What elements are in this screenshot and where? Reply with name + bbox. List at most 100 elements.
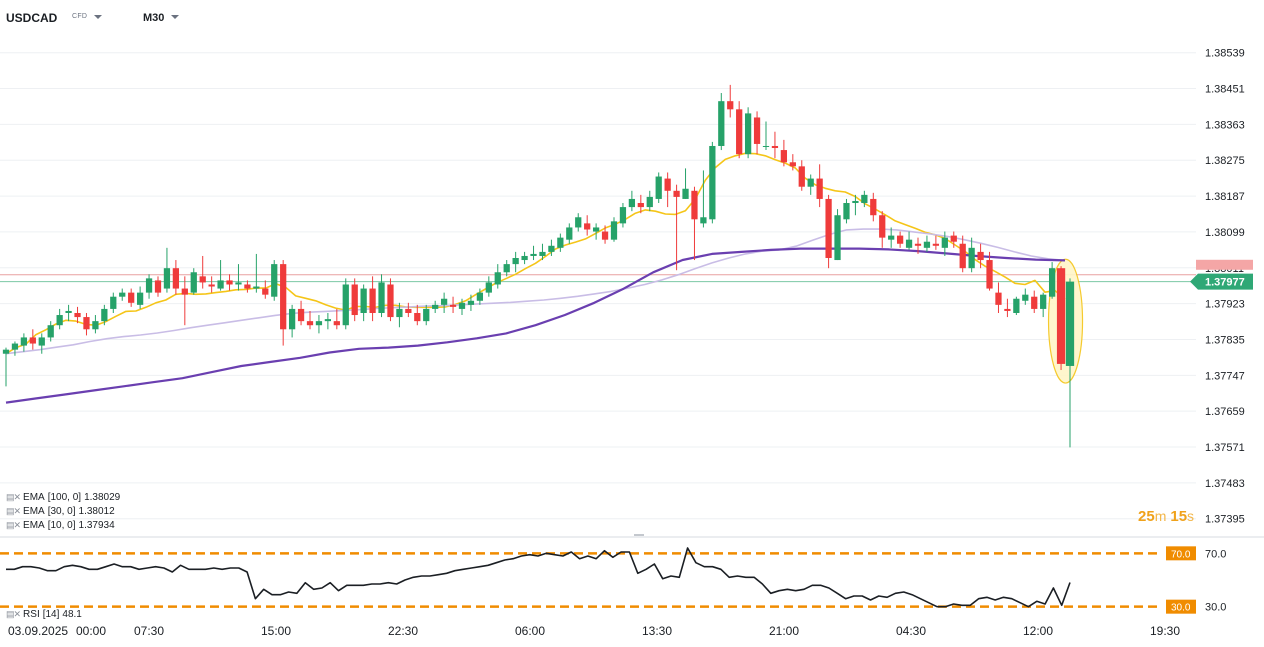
candle-body [816,178,823,199]
timeframe-dropdown-icon[interactable] [171,15,179,19]
candle [1048,262,1056,299]
timer-seconds: 15 [1170,508,1188,525]
candle-body [1065,281,1075,366]
legend-rsi-name: RSI [23,609,40,620]
candle-body [414,312,421,322]
candle-body [2,349,10,354]
candle-body [494,272,501,285]
candle-body [1004,308,1011,311]
candle [244,280,251,293]
candle [780,139,788,167]
candle-body [342,284,349,326]
candle [825,194,832,269]
candle-body [637,203,644,208]
candle [458,298,466,316]
indicator-settings-icon[interactable]: ▤✕ [6,520,21,530]
candle-body [923,241,931,248]
candle [172,260,180,295]
candle-body [628,198,636,208]
candle [950,231,957,248]
candle [145,274,153,299]
legend-rsi-params: [14] [42,609,60,620]
candle [467,294,475,311]
price-axis-tick-label: 1.37835 [1205,334,1245,346]
candle [932,235,940,250]
candle-body [145,278,153,293]
candle-body [619,207,627,224]
candle-countdown-timer: 25m 15s [1138,508,1198,525]
candle [1013,296,1020,316]
candle [20,333,28,352]
candle [253,253,260,293]
legend-rsi[interactable]: ▤✕ RSI [14] 48.1 [6,609,82,620]
candle-body [405,308,412,313]
candle-body [834,215,841,261]
candle [771,131,779,159]
candle [110,292,117,313]
legend-ema30[interactable]: ▤✕ EMA [30, 0] 1.38012 [6,506,115,517]
timeframe-label[interactable]: M30 [143,12,165,24]
legend-ema30-value: 1.38012 [78,506,115,517]
candle [888,227,895,248]
legend-ema30-params: [30, 0] [47,506,76,517]
candle [995,282,1002,313]
candle [128,288,135,307]
symbol-label[interactable]: USDCAD [6,11,58,25]
candle-body [1040,294,1047,309]
candle-body [870,198,877,216]
candle [548,239,555,256]
candle-body [128,292,135,303]
symbol-dropdown-icon[interactable] [94,15,102,19]
indicator-settings-icon[interactable]: ▤✕ [6,506,21,516]
indicator-settings-icon[interactable]: ▤✕ [6,609,21,619]
candle [119,288,126,301]
candle-body [136,292,144,305]
candle [181,276,188,326]
indicator-settings-icon[interactable]: ▤✕ [6,492,21,502]
candle [65,304,72,322]
candle-body [38,337,45,346]
candle-body [798,166,805,187]
legend-ema10-params: [10, 0] [47,520,76,531]
ema100-line [5,247,1066,404]
candle-body [548,245,555,252]
symbol-type-label: CFD [72,13,88,20]
candle-body [941,237,948,248]
candle [1040,292,1047,318]
candle-body [932,243,940,246]
price-axis-tick-label: 1.37395 [1205,514,1245,526]
candle [315,315,323,334]
time-axis-tick-label: 12:00 [1023,624,1053,638]
candle [360,284,367,322]
candle-body [950,235,957,242]
candle-body [101,308,108,322]
candle [986,251,993,291]
legend-ema100[interactable]: ▤✕ EMA [100, 0] 1.38029 [6,492,120,503]
candle-body [485,282,492,293]
candle-body [315,321,323,326]
candle [655,172,662,204]
rsi-lower-level-tag-label: 30.0 [1171,603,1191,614]
candle [378,274,385,318]
candle-body [369,288,376,313]
candle [190,268,197,295]
candle [852,194,859,216]
candle [2,347,10,387]
candle [11,341,19,356]
candle-body [1013,298,1020,313]
candle-body [888,235,895,240]
candle-body [762,145,770,147]
candle-body [521,255,528,261]
candle [83,312,90,336]
candle [646,190,653,212]
candle-body [199,276,206,283]
candle-body [718,101,725,146]
candle-body [780,150,788,163]
legend-ema10[interactable]: ▤✕ EMA [10, 0] 1.37934 [6,520,115,531]
candle [74,306,81,324]
candle-body [181,288,188,295]
candle-body [208,284,215,287]
price-axis-tick-label: 1.38363 [1205,119,1245,131]
candle [923,235,931,252]
